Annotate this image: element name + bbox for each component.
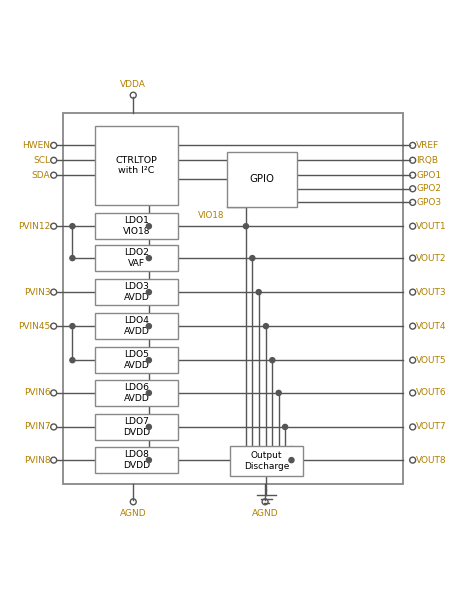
Text: VOUT5: VOUT5 (416, 356, 447, 365)
Text: VOUT7: VOUT7 (416, 423, 447, 432)
Text: PVIN8: PVIN8 (24, 456, 50, 464)
Text: VOUT3: VOUT3 (416, 288, 447, 297)
Text: PVIN7: PVIN7 (24, 423, 50, 432)
Circle shape (146, 457, 151, 463)
Circle shape (146, 290, 151, 295)
Text: IRQB: IRQB (416, 156, 438, 165)
Bar (95, 447, 178, 473)
Bar (95, 214, 178, 239)
Text: LDO5
AVDD: LDO5 AVDD (123, 350, 149, 370)
Bar (63, 113, 403, 484)
Text: VOUT2: VOUT2 (416, 254, 446, 263)
Text: GPO1: GPO1 (416, 171, 441, 180)
Bar (95, 245, 178, 271)
Text: VOUT4: VOUT4 (416, 322, 446, 331)
Text: VOUT1: VOUT1 (416, 221, 447, 230)
Bar (227, 152, 297, 207)
Text: PVIN12: PVIN12 (18, 221, 50, 230)
Text: PVIN3: PVIN3 (24, 288, 50, 297)
Text: VDDA: VDDA (120, 80, 146, 89)
Circle shape (146, 224, 151, 229)
Circle shape (70, 324, 75, 329)
Circle shape (243, 224, 248, 229)
Text: AGND: AGND (120, 509, 147, 518)
Circle shape (276, 390, 281, 395)
Circle shape (250, 256, 255, 261)
Circle shape (289, 457, 294, 463)
Text: LDO2
VAF: LDO2 VAF (124, 248, 149, 268)
Text: AGND: AGND (252, 509, 279, 518)
Bar (95, 380, 178, 406)
Circle shape (263, 324, 269, 329)
Text: LDO8
DVDD: LDO8 DVDD (123, 450, 150, 470)
Text: LDO6
AVDD: LDO6 AVDD (123, 383, 149, 402)
Text: LDO1
VIO18: LDO1 VIO18 (123, 217, 150, 236)
Text: VIO18: VIO18 (198, 211, 225, 220)
Text: CTRLTOP
with I²C: CTRLTOP with I²C (116, 156, 158, 176)
Circle shape (146, 390, 151, 395)
Circle shape (283, 424, 288, 429)
Text: Output
Discharge: Output Discharge (243, 451, 289, 470)
Text: LDO3
AVDD: LDO3 AVDD (123, 282, 149, 302)
Text: VREF: VREF (416, 141, 439, 150)
Text: VOUT8: VOUT8 (416, 456, 447, 464)
Bar (95, 414, 178, 440)
Text: LDO4
AVDD: LDO4 AVDD (123, 316, 149, 336)
Bar (95, 279, 178, 305)
Circle shape (146, 256, 151, 261)
Text: GPO2: GPO2 (416, 184, 441, 193)
Text: VOUT6: VOUT6 (416, 389, 447, 398)
Bar (95, 347, 178, 373)
Bar (95, 313, 178, 339)
Circle shape (256, 290, 261, 295)
Bar (95, 126, 178, 205)
Text: LDO7
DVDD: LDO7 DVDD (123, 417, 150, 436)
Text: GPIO: GPIO (249, 174, 274, 184)
Circle shape (70, 256, 75, 261)
Text: PVIN6: PVIN6 (24, 389, 50, 398)
Text: GPO3: GPO3 (416, 198, 441, 207)
Circle shape (146, 324, 151, 329)
Circle shape (70, 224, 75, 229)
Bar (230, 445, 302, 476)
Circle shape (146, 358, 151, 363)
Circle shape (70, 358, 75, 363)
Circle shape (270, 358, 275, 363)
Text: HWEN: HWEN (22, 141, 50, 150)
Circle shape (146, 424, 151, 429)
Text: PVIN45: PVIN45 (18, 322, 50, 331)
Text: SDA: SDA (32, 171, 50, 180)
Text: SCL: SCL (33, 156, 50, 165)
